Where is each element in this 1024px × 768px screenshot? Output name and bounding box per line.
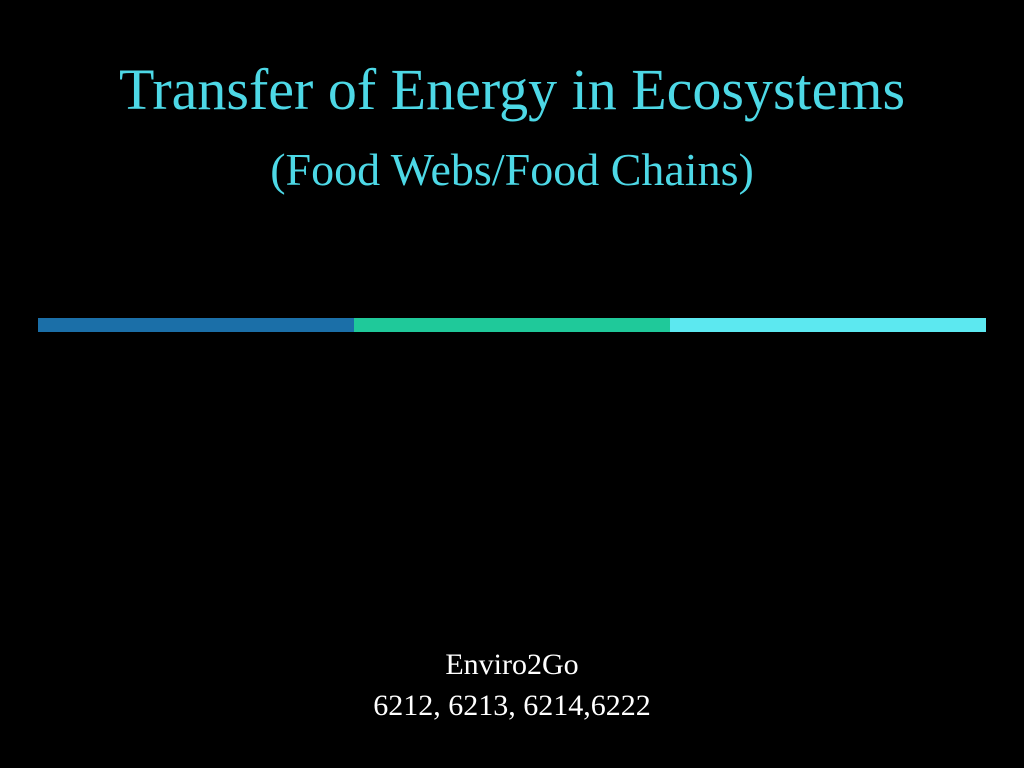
divider-segment-3 [670,318,986,332]
divider-bar [38,318,986,332]
footer-line-2: 6212, 6213, 6214,6222 [0,686,1024,727]
subtitle: (Food Webs/Food Chains) [0,143,1024,196]
divider-segment-2 [354,318,670,332]
footer-line-1: Enviro2Go [0,645,1024,686]
footer-block: Enviro2Go 6212, 6213, 6214,6222 [0,645,1024,726]
main-title: Transfer of Energy in Ecosystems [0,55,1024,125]
divider-segment-1 [38,318,354,332]
title-block: Transfer of Energy in Ecosystems (Food W… [0,55,1024,196]
